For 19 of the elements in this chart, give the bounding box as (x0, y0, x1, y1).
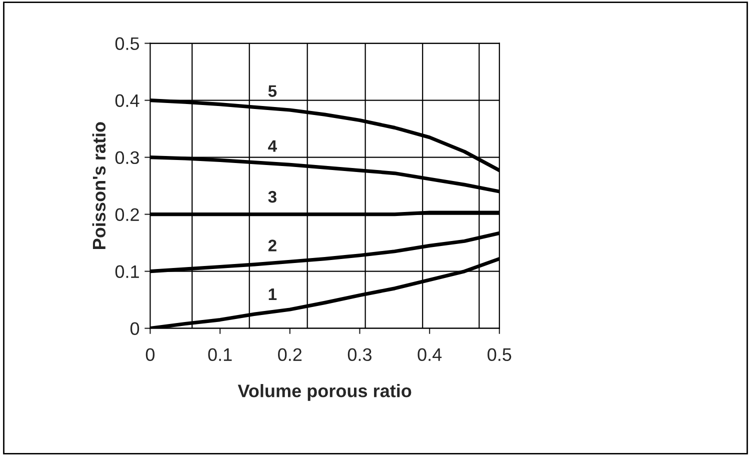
x-tick-label: 0.2 (278, 348, 302, 362)
x-tick-label: 0.4 (418, 348, 442, 362)
y-tick-label: 0 (130, 322, 140, 336)
series-label: 3 (268, 190, 276, 203)
series-label: 5 (268, 85, 277, 97)
x-tick-label: 0.1 (208, 348, 232, 362)
series-label: 2 (268, 240, 276, 252)
y-tick-label: 0.1 (115, 265, 139, 278)
x-axis-title: Volume porous ratio (238, 384, 412, 401)
x-tick-label: 0.5 (488, 348, 512, 362)
x-tick-label: 0.3 (348, 348, 372, 362)
y-tick-label: 0.3 (115, 151, 139, 164)
x-tick-label: 0 (146, 348, 155, 362)
y-tick-label: 0.4 (115, 94, 140, 108)
y-axis-title: Poisson's ratio (92, 122, 106, 249)
y-tick-label: 0.2 (115, 208, 139, 222)
y-tick-label: 0.5 (115, 37, 140, 50)
series-label: 4 (268, 140, 277, 152)
series-label: 1 (268, 288, 277, 300)
